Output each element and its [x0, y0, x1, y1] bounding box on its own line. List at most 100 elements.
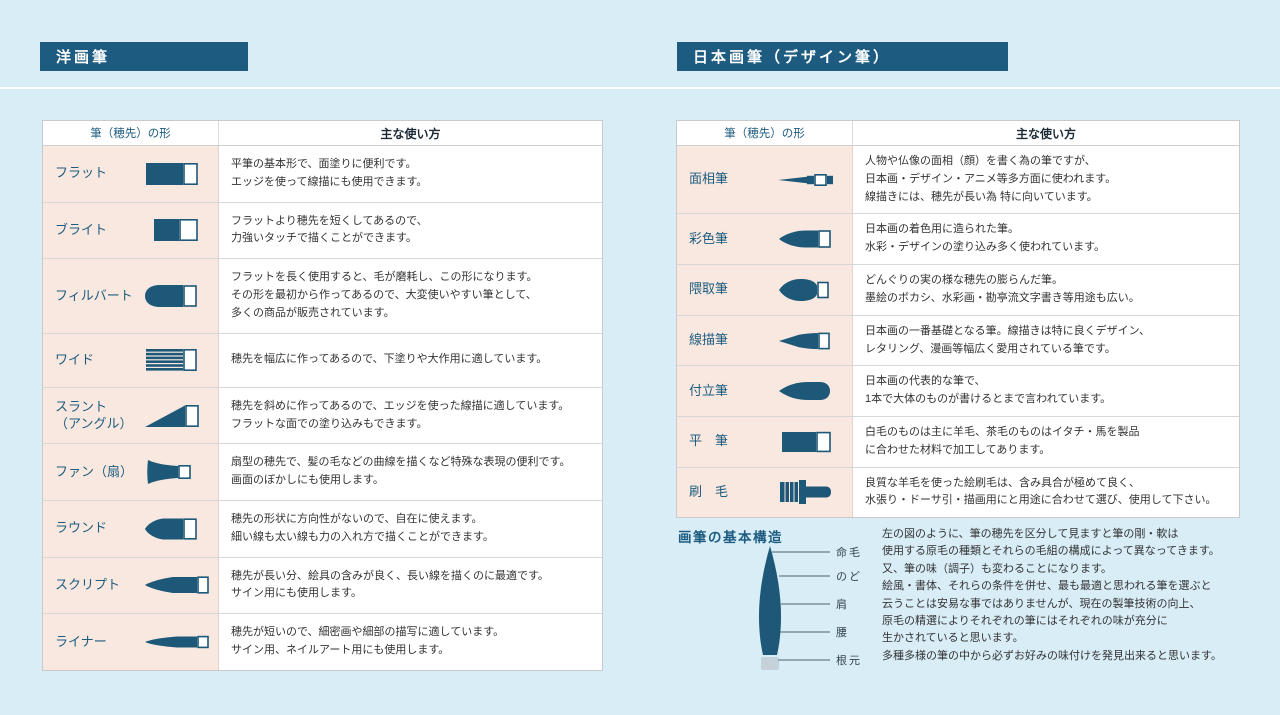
structure-description: 左の図のように、筆の穂先を区分して見ますと筆の剛・軟は 使用する原毛の種類とそれ… — [882, 528, 1222, 662]
brush-name: 隈取筆 — [689, 281, 729, 297]
brush-usage-text: 穂先を斜めに作ってあるので、エッジを使った線描に適しています。 フラットな面での… — [231, 399, 570, 430]
table-row: スラント （アングル） 穂先を斜めに作ってあるので、エッジを使った線描に適してい… — [43, 386, 602, 444]
brush-usage-cell: 扇型の穂先で、髪の毛などの曲線を描くなど特殊な表現の便利です。 画面のぼかしにも… — [219, 444, 602, 500]
brush-usage-text: 穂先を幅広に作ってあるので、下塗りや大作用に適しています。 — [231, 353, 548, 366]
flat-brush-icon — [141, 159, 213, 189]
brush-usage-cell: 良質な羊毛を使った絵刷毛は、含み具合が極めて良く、 水張り・ドーサ引・描画用にと… — [853, 468, 1239, 518]
brush-shape-cell: ラウンド — [43, 500, 219, 557]
senbyo-brush-icon — [775, 326, 847, 356]
brush-shape-cell: スラント （アングル） — [43, 387, 219, 444]
table-row: 線描筆 日本画の一番基礎となる筆。線描きは特に良くデザイン、 レタリング、漫画等… — [677, 314, 1239, 366]
tsuketate-brush-icon — [775, 376, 847, 406]
structure-label-tip: 命毛 — [836, 545, 862, 559]
liner-brush-icon — [141, 627, 213, 657]
table-row: フラット 平筆の基本形で、面塗りに便利です。 エッジを使って線描にも使用できます… — [43, 146, 602, 202]
brush-usage-text: 穂先の形状に方向性がないので、自在に使えます。 細い線も太い線も力の入れ方で描く… — [231, 512, 494, 543]
brush-name: 線描筆 — [689, 332, 729, 348]
table-row: 彩色筆 日本画の着色用に造られた筆。 水彩・デザインの塗り込み多く使われています… — [677, 213, 1239, 265]
table-row: フィルバート フラットを長く使用すると、毛が磨耗し、この形になります。 その形を… — [43, 258, 602, 333]
slant-brush-icon — [141, 401, 213, 431]
brush-shape-cell: 彩色筆 — [677, 214, 853, 265]
brush-shape-cell: ファン（扇） — [43, 444, 219, 500]
structure-section-title: 画筆の基本構造 — [678, 530, 783, 545]
western-brush-table: 筆（穂先）の形 主な使い方 フラット 平筆の基本形で、面塗りに便利です。 エッジ… — [42, 120, 603, 671]
brush-name: ラウンド — [55, 520, 108, 536]
kumadori-brush-icon — [775, 275, 847, 305]
brush-shape-cell: 刷 毛 — [677, 467, 853, 518]
brush-usage-cell: どんぐりの実の様な穂先の膨らんだ筆。 墨絵のボカシ、水彩画・勘亭流文字書き等用途… — [853, 265, 1239, 315]
table-row: ラウンド 穂先の形状に方向性がないので、自在に使えます。 細い線も太い線も力の入… — [43, 499, 602, 557]
hake-brush-icon — [775, 477, 847, 507]
brush-usage-text: 日本画の一番基礎となる筆。線描きは特に良くデザイン、 レタリング、漫画等幅広く愛… — [865, 324, 1151, 355]
structure-label-waist: 腰 — [836, 626, 849, 639]
brush-usage-text: 良質な羊毛を使った絵刷毛は、含み具合が極めて良く、 水張り・ドーサ引・描画用にと… — [865, 476, 1217, 507]
brush-usage-cell: 平筆の基本形で、面塗りに便利です。 エッジを使って線描にも使用できます。 — [219, 146, 602, 202]
brush-shape-cell: フィルバート — [43, 259, 219, 333]
brush-name: 付立筆 — [689, 382, 729, 398]
brush-usage-cell: 日本画の着色用に造られた筆。 水彩・デザインの塗り込み多く使われています。 — [853, 214, 1239, 264]
brush-shape-cell: ワイド — [43, 333, 219, 387]
brush-name: ブライト — [55, 221, 108, 237]
brush-usage-text: 穂先が長い分、絵具の含みが良く、長い線を描くのに最適です。 サイン用にも使用しま… — [231, 569, 549, 600]
brush-shape-cell: 線描筆 — [677, 315, 853, 366]
horizontal-divider — [0, 87, 1280, 89]
brush-usage-cell: 日本画の代表的な筆で、 1本で大体のものが書けるとまで言われています。 — [853, 366, 1239, 416]
brush-name: ライナー — [55, 633, 107, 649]
right-panel-title: 日本画筆（デザイン筆） — [677, 42, 1008, 71]
round-brush-icon — [141, 514, 213, 544]
japanese-brush-table: 筆（穂先）の形 主な使い方 面相筆 人物や仏像の面相（顔）を書く為の筆ですが、 … — [676, 120, 1240, 519]
brush-shape-cell: フラット — [43, 146, 219, 202]
brush-shape-cell: 付立筆 — [677, 366, 853, 416]
brush-name: 面相筆 — [689, 171, 729, 187]
table-row: 平 筆 白毛のものは主に羊毛、茶毛のものはイタチ・馬を製品 に合わせた材料で加工… — [677, 415, 1239, 467]
column-header-shape: 筆（穂先）の形 — [677, 121, 853, 145]
brush-usage-text: フラットより穂先を短くしてあるので、 力強いタッチで描くことができます。 — [231, 214, 428, 245]
brush-usage-cell: 白毛のものは主に羊毛、茶毛のものはイタチ・馬を製品 に合わせた材料で加工してあり… — [853, 417, 1239, 467]
column-header-shape: 筆（穂先）の形 — [43, 121, 219, 145]
brush-name: スクリプト — [55, 576, 121, 592]
brush-name: ワイド — [55, 351, 95, 367]
table-header-row: 筆（穂先）の形 主な使い方 — [43, 121, 602, 146]
brush-usage-cell: フラットより穂先を短くしてあるので、 力強いタッチで描くことができます。 — [219, 203, 602, 259]
brush-name: フィルバート — [55, 287, 133, 303]
column-header-usage: 主な使い方 — [1015, 126, 1076, 141]
brush-usage-text: 人物や仏像の面相（顔）を書く為の筆ですが、 日本画・デザイン・アニメ等多方面に使… — [865, 155, 1117, 203]
brush-usage-cell: 穂先を幅広に作ってあるので、下塗りや大作用に適しています。 — [219, 334, 602, 387]
filbert-brush-icon — [141, 281, 213, 311]
brush-name: フラット — [55, 165, 108, 181]
fan-brush-icon — [141, 457, 213, 487]
table-row: ライナー 穂先が短いので、細密画や細部の描写に適しています。 サイン用、ネイルア… — [43, 613, 602, 670]
brush-usage-cell: フラットを長く使用すると、毛が磨耗し、この形になります。 その形を最初から作って… — [219, 259, 602, 332]
brush-name: 刷 毛 — [689, 483, 729, 499]
brush-usage-cell: 穂先を斜めに作ってあるので、エッジを使った線描に適しています。 フラットな面での… — [219, 388, 602, 444]
brush-shape-cell: スクリプト — [43, 557, 219, 614]
menso-brush-icon — [775, 165, 847, 195]
brush-usage-cell: 日本画の一番基礎となる筆。線描きは特に良くデザイン、 レタリング、漫画等幅広く愛… — [853, 316, 1239, 366]
left-panel-title: 洋画筆 — [40, 42, 248, 71]
table-row: ブライト フラットより穂先を短くしてあるので、 力強いタッチで描くことができます… — [43, 201, 602, 259]
brush-shape-cell: ブライト — [43, 202, 219, 259]
brush-name: スラント （アングル） — [55, 398, 133, 431]
table-row: スクリプト 穂先が長い分、絵具の含みが良く、長い線を描くのに最適です。 サイン用… — [43, 556, 602, 614]
column-header-usage: 主な使い方 — [380, 126, 441, 141]
brush-usage-text: 日本画の代表的な筆で、 1本で大体のものが書けるとまで言われています。 — [865, 375, 1112, 406]
brush-usage-text: 平筆の基本形で、面塗りに便利です。 エッジを使って線描にも使用できます。 — [231, 158, 428, 188]
brush-usage-cell: 人物や仏像の面相（顔）を書く為の筆ですが、 日本画・デザイン・アニメ等多方面に使… — [853, 146, 1239, 213]
script-brush-icon — [141, 570, 213, 600]
table-row: 刷 毛 良質な羊毛を使った絵刷毛は、含み具合が極めて良く、 水張り・ドーサ引・描… — [677, 466, 1239, 518]
brush-shape-cell: 面相筆 — [677, 146, 853, 214]
saishiki-brush-icon — [775, 224, 847, 254]
brush-usage-cell: 穂先が短いので、細密画や細部の描写に適しています。 サイン用、ネイルアート用にも… — [219, 614, 602, 670]
brush-name: 彩色筆 — [689, 230, 729, 246]
brush-usage-cell: 穂先が長い分、絵具の含みが良く、長い線を描くのに最適です。 サイン用にも使用しま… — [219, 558, 602, 614]
brush-shape-cell: ライナー — [43, 614, 219, 670]
brush-usage-text: どんぐりの実の様な穂先の膨らんだ筆。 墨絵のボカシ、水彩画・勘亭流文字書き等用途… — [865, 274, 1140, 304]
brush-structure-diagram: 命毛 のど 肩 腰 根元 — [692, 542, 882, 694]
table-header-row: 筆（穂先）の形 主な使い方 — [677, 121, 1239, 146]
brush-shape-cell: 平 筆 — [677, 416, 853, 467]
brush-anatomy-illustration: 命毛 のど 肩 腰 根元 — [759, 545, 862, 670]
structure-label-throat: のど — [836, 570, 862, 583]
table-row: 付立筆 日本画の代表的な筆で、 1本で大体のものが書けるとまで言われています。 — [677, 365, 1239, 416]
brush-usage-text: 穂先が短いので、細密画や細部の描写に適しています。 サイン用、ネイルアート用にも… — [231, 626, 505, 656]
